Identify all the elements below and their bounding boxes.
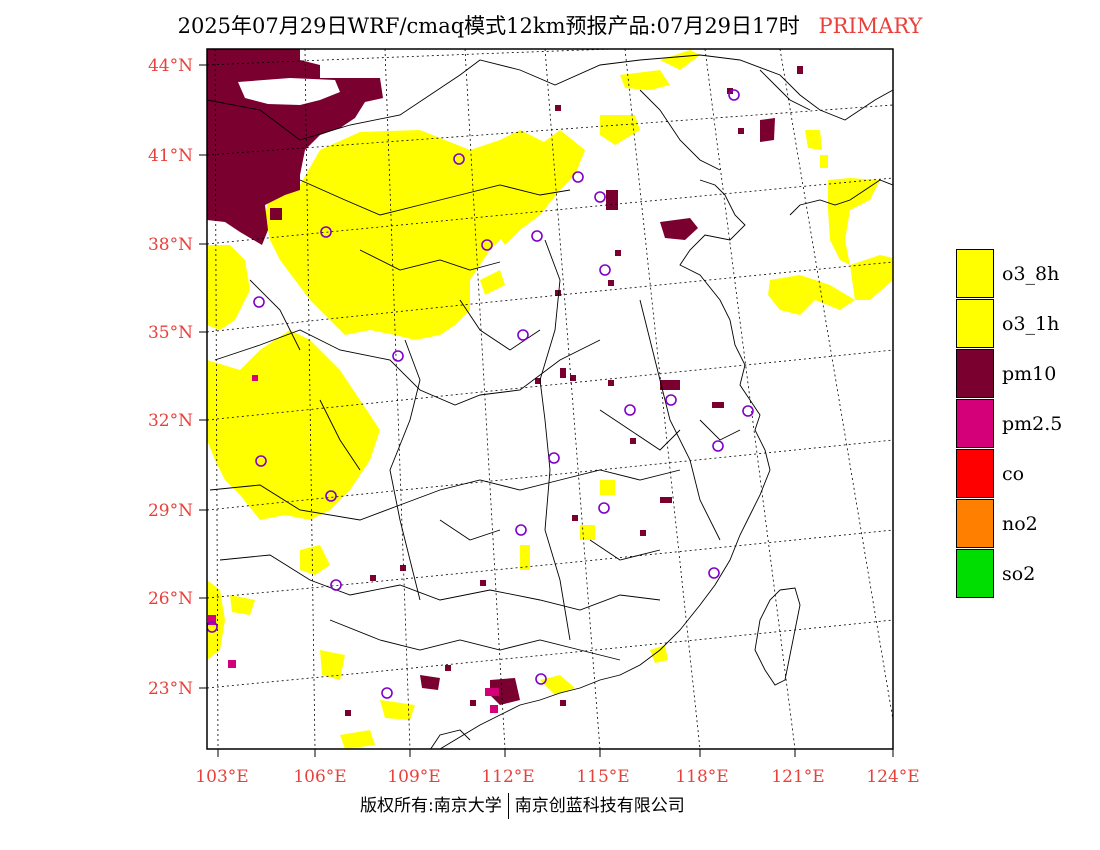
legend-item: so2 bbox=[956, 549, 1096, 599]
legend-label: so2 bbox=[1002, 563, 1036, 585]
lon-label: 112°E bbox=[481, 767, 534, 787]
legend-swatch bbox=[956, 249, 994, 298]
legend-item: no2 bbox=[956, 499, 1096, 549]
legend-item: pm10 bbox=[956, 349, 1096, 399]
legend-label: co bbox=[1002, 463, 1025, 485]
lat-label: 29°N bbox=[148, 501, 193, 521]
map-title: 2025年07月29日WRF/cmaq模式12km预报产品:07月29日17时 … bbox=[0, 10, 1100, 40]
legend-label: o3_1h bbox=[1002, 313, 1060, 335]
lon-label: 106°E bbox=[293, 767, 346, 787]
lat-label: 23°N bbox=[148, 679, 193, 699]
legend-swatch bbox=[956, 449, 994, 498]
footer-left: 版权所有:南京大学 bbox=[360, 796, 502, 816]
legend-item: co bbox=[956, 449, 1096, 499]
map-frame bbox=[206, 48, 894, 750]
lat-label: 26°N bbox=[148, 589, 193, 609]
legend-label: pm2.5 bbox=[1002, 413, 1063, 435]
legend-swatch bbox=[956, 549, 994, 598]
lon-label: 124°E bbox=[866, 767, 919, 787]
legend-swatch bbox=[956, 499, 994, 548]
boundaries bbox=[207, 54, 893, 749]
lat-label: 41°N bbox=[148, 146, 193, 166]
lat-label: 44°N bbox=[148, 56, 193, 76]
map-content bbox=[207, 49, 893, 749]
legend-swatch bbox=[956, 399, 994, 448]
lon-label: 121°E bbox=[771, 767, 824, 787]
footer-right: 南京创蓝科技有限公司 bbox=[514, 796, 685, 816]
axis-ticks bbox=[199, 64, 894, 757]
lon-label: 103°E bbox=[195, 767, 248, 787]
legend-swatch bbox=[956, 349, 994, 398]
lat-label: 35°N bbox=[148, 323, 193, 343]
footer-divider bbox=[507, 793, 509, 819]
legend-label: pm10 bbox=[1002, 363, 1057, 385]
o3-regions bbox=[207, 50, 893, 749]
title-primary-tag: PRIMARY bbox=[818, 14, 923, 38]
lon-label: 118°E bbox=[675, 767, 728, 787]
legend-label: no2 bbox=[1002, 513, 1038, 535]
legend-item: pm2.5 bbox=[956, 399, 1096, 449]
legend-item: o3_8h bbox=[956, 249, 1096, 299]
city-markers bbox=[207, 89, 754, 699]
legend-swatch bbox=[956, 299, 994, 348]
graticule bbox=[207, 49, 893, 749]
lon-label: 115°E bbox=[576, 767, 629, 787]
lat-label: 38°N bbox=[148, 235, 193, 255]
title-main: 2025年07月29日WRF/cmaq模式12km预报产品:07月29日17时 bbox=[177, 14, 800, 38]
lon-label: 109°E bbox=[387, 767, 440, 787]
scattered-pixels bbox=[208, 66, 803, 716]
lat-label: 32°N bbox=[148, 411, 193, 431]
legend: o3_8h o3_1h pm10 pm2.5 co no2 so2 bbox=[956, 249, 1096, 599]
legend-label: o3_8h bbox=[1002, 263, 1060, 285]
legend-item: o3_1h bbox=[956, 299, 1096, 349]
copyright-footer: 版权所有:南京大学 南京创蓝科技有限公司 bbox=[360, 791, 685, 819]
